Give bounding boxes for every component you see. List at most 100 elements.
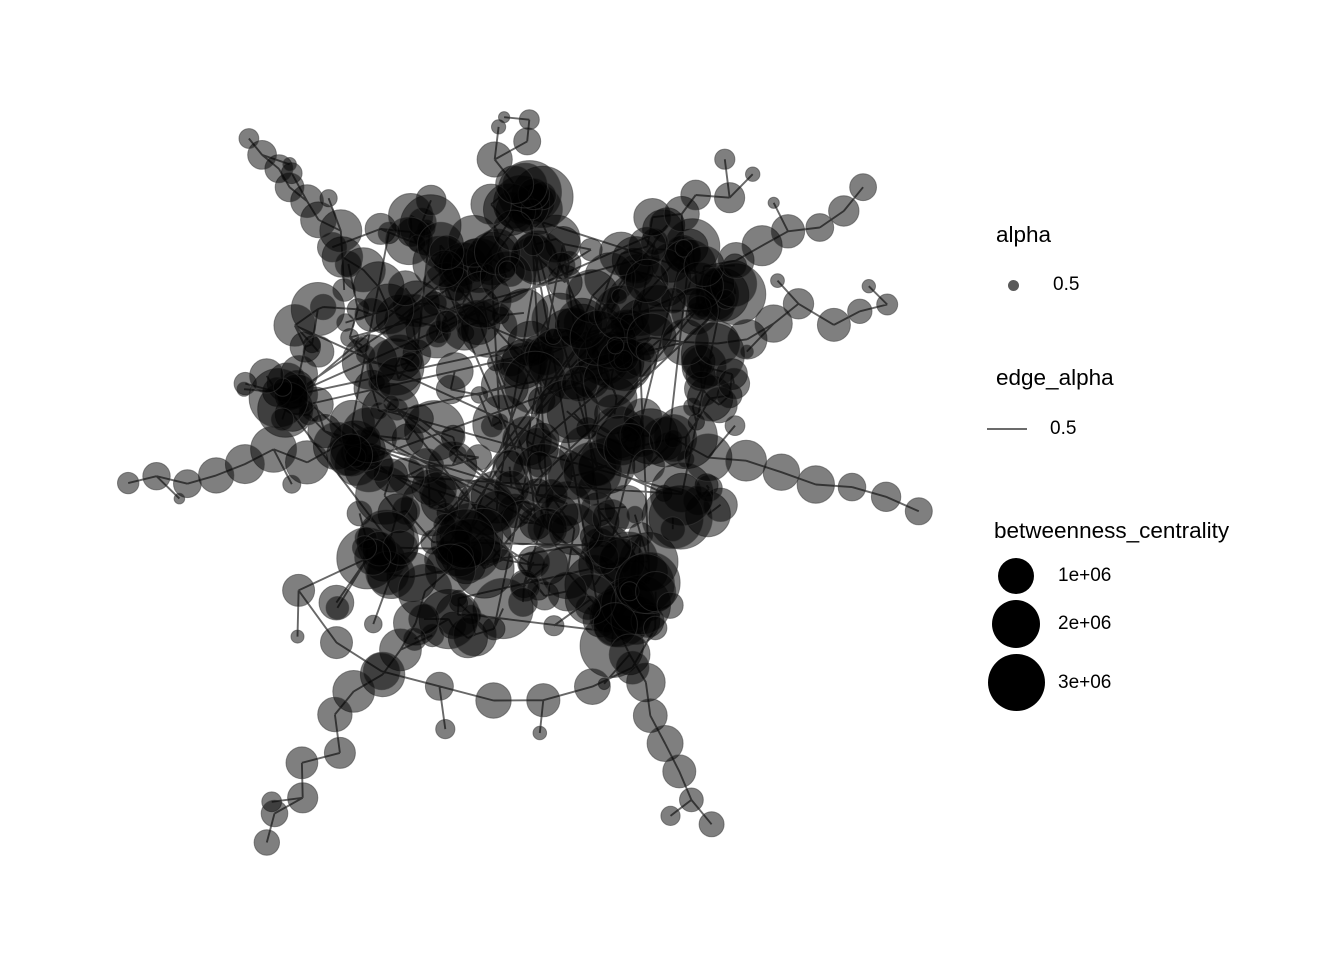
graph-node[interactable] bbox=[249, 358, 285, 394]
graph-node[interactable] bbox=[876, 293, 899, 316]
graph-node[interactable] bbox=[495, 165, 535, 205]
graph-node[interactable] bbox=[725, 439, 767, 482]
graph-node[interactable] bbox=[282, 157, 297, 172]
graph-node[interactable] bbox=[643, 615, 668, 641]
graph-node[interactable] bbox=[796, 465, 835, 504]
graph-node[interactable] bbox=[828, 195, 860, 227]
graph-node[interactable] bbox=[236, 381, 252, 397]
legend-size-entry[interactable]: 3e+06 bbox=[980, 651, 1344, 714]
graph-node[interactable] bbox=[465, 444, 493, 471]
network-graph[interactable] bbox=[0, 0, 980, 960]
graph-node[interactable] bbox=[364, 614, 383, 634]
graph-node[interactable] bbox=[662, 754, 697, 789]
graph-node[interactable] bbox=[574, 668, 611, 705]
graph-node[interactable] bbox=[513, 127, 542, 156]
graph-node[interactable] bbox=[282, 573, 316, 607]
graph-node[interactable] bbox=[861, 279, 876, 294]
graph-node[interactable] bbox=[480, 414, 504, 438]
graph-node[interactable] bbox=[660, 516, 686, 543]
graph-node[interactable] bbox=[415, 184, 447, 216]
graph-node[interactable] bbox=[684, 433, 733, 482]
graph-node[interactable] bbox=[434, 309, 459, 334]
graph-node[interactable] bbox=[198, 457, 235, 494]
graph-node[interactable] bbox=[631, 448, 666, 483]
graph-node[interactable] bbox=[674, 239, 693, 258]
graph-node[interactable] bbox=[273, 304, 317, 347]
graph-node[interactable] bbox=[782, 288, 815, 320]
graph-node[interactable] bbox=[320, 626, 353, 660]
graph-node[interactable] bbox=[635, 341, 656, 362]
graph-node[interactable] bbox=[547, 571, 588, 612]
graph-node[interactable] bbox=[435, 719, 456, 740]
graph-node[interactable] bbox=[904, 497, 933, 526]
graph-node[interactable] bbox=[429, 234, 465, 271]
legend-edge-alpha-entry[interactable]: 0.5 bbox=[980, 412, 1344, 446]
graph-node[interactable] bbox=[714, 148, 736, 170]
graph-node[interactable] bbox=[323, 736, 356, 769]
graph-node[interactable] bbox=[362, 652, 401, 691]
graph-node[interactable] bbox=[547, 251, 576, 280]
graph-node[interactable] bbox=[287, 782, 319, 814]
graph-node[interactable] bbox=[309, 293, 337, 321]
graph-node[interactable] bbox=[660, 805, 681, 827]
graph-node[interactable] bbox=[376, 356, 422, 402]
graph-node[interactable] bbox=[837, 472, 867, 502]
graph-node[interactable] bbox=[739, 344, 754, 359]
graph-node[interactable] bbox=[816, 307, 851, 342]
graph-node[interactable] bbox=[591, 498, 630, 537]
graph-node[interactable] bbox=[476, 141, 513, 178]
graph-node[interactable] bbox=[624, 258, 670, 303]
graph-node[interactable] bbox=[543, 615, 565, 637]
graph-node[interactable] bbox=[387, 270, 424, 307]
graph-node[interactable] bbox=[849, 173, 877, 202]
graph-node[interactable] bbox=[754, 304, 793, 343]
graph-node[interactable] bbox=[679, 787, 704, 813]
graph-node[interactable] bbox=[448, 445, 468, 464]
graph-node[interactable] bbox=[805, 213, 835, 242]
graph-node[interactable] bbox=[351, 535, 378, 561]
graph-node[interactable] bbox=[770, 214, 806, 249]
graph-node[interactable] bbox=[762, 453, 801, 491]
graph-node[interactable] bbox=[646, 725, 684, 762]
graph-node[interactable] bbox=[498, 111, 511, 124]
graph-node[interactable] bbox=[475, 682, 512, 719]
graph-node[interactable] bbox=[142, 462, 171, 491]
graph-node[interactable] bbox=[517, 545, 551, 579]
graph-node[interactable] bbox=[508, 587, 538, 617]
graph-node[interactable] bbox=[302, 335, 335, 368]
graph-node[interactable] bbox=[615, 650, 650, 685]
graph-node[interactable] bbox=[435, 374, 466, 405]
graph-node[interactable] bbox=[680, 179, 712, 211]
graph-node[interactable] bbox=[402, 627, 427, 651]
legend-size-entry[interactable]: 1e+06 bbox=[980, 555, 1344, 597]
graph-node[interactable] bbox=[767, 196, 780, 209]
graph-node[interactable] bbox=[724, 415, 746, 437]
graph-node[interactable] bbox=[270, 407, 295, 432]
legend-alpha-entry[interactable]: 0.5 bbox=[980, 268, 1344, 302]
graph-node[interactable] bbox=[238, 128, 260, 149]
graph-node[interactable] bbox=[173, 469, 202, 499]
graph-node[interactable] bbox=[253, 829, 280, 856]
graph-node[interactable] bbox=[346, 500, 373, 527]
graph-node[interactable] bbox=[714, 182, 746, 214]
graph-node[interactable] bbox=[611, 288, 628, 305]
graph-node[interactable] bbox=[290, 629, 305, 644]
graph-node[interactable] bbox=[518, 109, 540, 131]
graph-node[interactable] bbox=[870, 481, 902, 512]
graph-node[interactable] bbox=[285, 746, 319, 780]
graph-node[interactable] bbox=[382, 394, 400, 412]
graph-node[interactable] bbox=[770, 273, 785, 289]
graph-node[interactable] bbox=[526, 451, 553, 478]
legend-size-entry[interactable]: 2e+06 bbox=[980, 597, 1344, 651]
graph-node[interactable] bbox=[336, 313, 355, 332]
graph-node[interactable] bbox=[656, 591, 684, 619]
graph-node[interactable] bbox=[606, 336, 625, 355]
graph-node[interactable] bbox=[173, 492, 186, 505]
graph-node[interactable] bbox=[117, 471, 140, 495]
graph-node[interactable] bbox=[660, 287, 687, 315]
graph-node[interactable] bbox=[260, 799, 289, 828]
graph-node[interactable] bbox=[698, 811, 725, 838]
graph-node[interactable] bbox=[626, 505, 644, 524]
graph-node[interactable] bbox=[497, 260, 517, 279]
graph-node[interactable] bbox=[354, 297, 390, 333]
